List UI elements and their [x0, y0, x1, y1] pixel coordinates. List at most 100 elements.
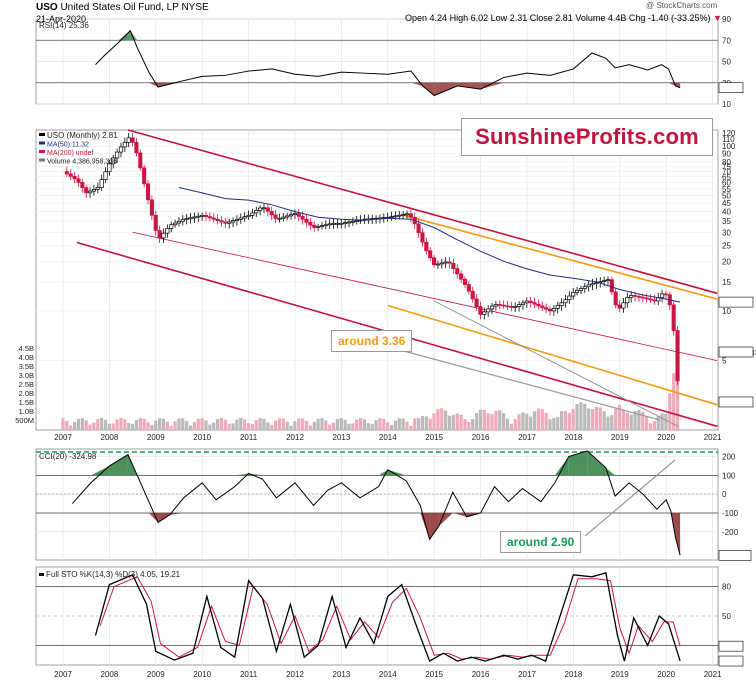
volume-bar: [285, 421, 289, 430]
candle-body: [636, 295, 641, 298]
candle-body: [288, 214, 294, 217]
volume-bar: [266, 422, 270, 430]
volume-tick-label: 3.0B: [19, 371, 34, 380]
candle-body: [528, 300, 533, 303]
volume-bar: [590, 409, 595, 430]
price-x-tick-label: 2018: [565, 433, 583, 442]
candle-body: [675, 330, 680, 382]
sto-d-tag-box: [718, 640, 744, 652]
price-tick-label: 20: [722, 257, 731, 266]
candle-body: [339, 222, 344, 225]
candle-body: [122, 142, 127, 148]
cci-tick-label: -200: [722, 528, 739, 537]
volume-bar: [277, 418, 282, 430]
volume-bar: [185, 420, 189, 430]
volume-bar: [444, 410, 448, 430]
sto-x-tick-label: 2013: [333, 670, 351, 679]
candle-body: [281, 216, 286, 219]
candle-body: [207, 216, 212, 219]
candle-body: [138, 152, 143, 169]
candle-body: [64, 171, 69, 175]
candle-body: [246, 215, 251, 218]
volume-bar: [525, 413, 529, 430]
sto-x-tick-label: 2007: [54, 670, 72, 679]
candle-body: [161, 232, 166, 239]
candle-body: [350, 220, 355, 223]
volume-bar: [509, 423, 513, 430]
candle-body: [335, 222, 340, 225]
candle-body: [145, 183, 151, 201]
volume-bar: [65, 420, 69, 430]
volume-bar: [328, 424, 332, 430]
legend-swatch: [39, 133, 45, 136]
candle-body: [149, 199, 154, 216]
candle-body: [84, 187, 89, 194]
cci-positive-fill: [109, 454, 128, 476]
price-tick-label: 25: [722, 241, 731, 250]
volume-bar: [482, 409, 486, 430]
volume-bar: [127, 423, 131, 430]
volume-bar: [544, 412, 548, 430]
candle-body: [640, 296, 645, 299]
candle-body: [536, 303, 541, 307]
candle-body: [462, 278, 468, 285]
sto-x-tick-label: 2014: [379, 670, 397, 679]
volume-bar: [401, 418, 405, 430]
cci-tick-label: 200: [722, 453, 736, 462]
candle-body: [555, 305, 560, 309]
price-x-tick-label: 2008: [101, 433, 119, 442]
volume-bar: [200, 418, 204, 430]
cci-positive-fill: [387, 469, 407, 476]
volume-bars: [61, 353, 680, 430]
volume-bar: [347, 423, 351, 430]
candle-body: [621, 302, 626, 309]
volume-bar: [672, 373, 676, 430]
volume-bar: [637, 409, 641, 430]
cci-negative-fill: [438, 512, 453, 527]
legend-entry: MA(50) 11.32: [47, 142, 89, 149]
volume-bar: [594, 406, 598, 430]
candle-body: [439, 262, 444, 265]
candle-body: [660, 293, 665, 298]
candle-body: [652, 299, 657, 302]
candle-body: [277, 217, 282, 220]
rsi-overbought-fill: [118, 30, 131, 41]
candle-body: [505, 305, 510, 308]
volume-bar: [134, 420, 139, 430]
candle-body: [80, 181, 85, 188]
candle-body: [571, 292, 576, 297]
volume-bar: [100, 418, 104, 430]
volume-bar: [301, 418, 305, 430]
candle-body: [443, 261, 448, 264]
price-x-tick-label: 2007: [54, 433, 72, 442]
price-tick-label: 65: [722, 173, 731, 182]
candle-body: [192, 216, 197, 219]
volume-bar: [614, 408, 618, 430]
candle-body: [416, 223, 421, 234]
volume-bar: [606, 416, 610, 430]
candle-body: [169, 224, 174, 229]
panel-frame-sto: [35, 566, 719, 666]
exchange: NYSE: [181, 2, 209, 13]
candle-body: [134, 141, 139, 154]
price-x-tick-label: 2011: [240, 433, 258, 442]
rsi-oversold-fill: [411, 82, 423, 86]
candle-body: [397, 214, 402, 217]
price-x-tick-label: 2009: [147, 433, 165, 442]
sto-x-tick-label: 2009: [147, 670, 165, 679]
volume-bar: [540, 409, 544, 430]
volume-bar: [463, 419, 467, 430]
volume-bar: [72, 421, 77, 430]
candle-body: [447, 261, 452, 264]
volume-bar: [645, 416, 649, 430]
open-label: Open: [405, 13, 428, 23]
volume-bar: [115, 419, 119, 430]
volume-bar: [270, 424, 274, 430]
price-tick-label: 90: [722, 150, 731, 159]
candle-body: [524, 300, 529, 304]
candle-body: [327, 223, 332, 226]
candle-body: [578, 288, 583, 291]
candle-body: [586, 284, 591, 288]
cci-negative-fill: [148, 512, 159, 523]
